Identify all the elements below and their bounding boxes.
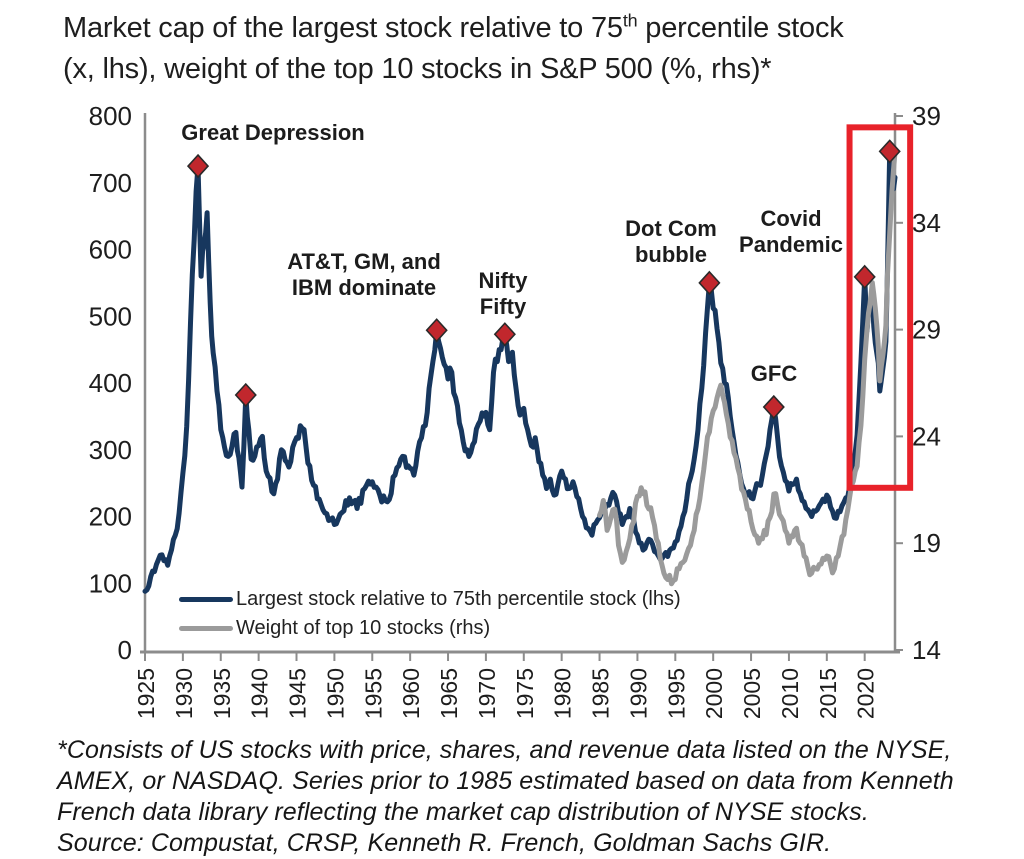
x-tick-label: 1980 (550, 668, 576, 719)
left-tick-label: 100 (89, 568, 132, 598)
x-tick-label: 1970 (474, 668, 500, 719)
annotation-gfc: GFC (750, 361, 798, 386)
page-title-line2: (x, lhs), weight of the top 10 stocks in… (63, 53, 772, 85)
legend-label-rhs: Weight of top 10 stocks (rhs) (236, 617, 491, 639)
left-tick-label: 200 (89, 502, 132, 532)
left-tick-label: 0 (118, 635, 132, 665)
highlight-box (846, 124, 914, 491)
legend-item-lhs: Largest stock relative to 75th percentil… (179, 585, 681, 614)
x-tick-label: 1985 (588, 668, 614, 719)
x-tick-label: 1930 (171, 668, 197, 719)
annotation-covid-pandemic: Covid Pandemic (739, 206, 843, 257)
left-tick-label: 400 (89, 368, 132, 398)
x-tick-label: 2015 (815, 668, 841, 719)
peak-marker-diamond (493, 322, 516, 347)
legend-line-swatch-gray (179, 626, 233, 631)
left-tick-label: 800 (89, 101, 132, 131)
x-tick-label: 1990 (625, 668, 651, 719)
peak-marker-diamond (853, 264, 876, 290)
legend-label-lhs: Largest stock relative to 75th percentil… (236, 588, 681, 610)
left-tick-label: 500 (89, 301, 132, 331)
annotation-att-gm-ibm: AT&T, GM, and IBM dominate (287, 249, 441, 300)
x-tick-label: 1965 (436, 668, 462, 719)
right-tick-label: 39 (912, 101, 941, 131)
peak-marker-diamond (425, 318, 448, 343)
x-tick-label: 1955 (360, 668, 386, 719)
x-tick-label: 1925 (133, 668, 159, 719)
right-tick-label: 34 (912, 208, 941, 238)
right-tick-label: 29 (912, 315, 941, 345)
left-tick-label: 300 (89, 435, 132, 465)
x-tick-label: 1950 (322, 668, 348, 719)
page-title: Market cap of the largest stock relative… (63, 8, 844, 90)
footnote: *Consists of US stocks with price, share… (57, 735, 954, 859)
x-tick-label: 2020 (853, 668, 879, 719)
x-tick-label: 2000 (701, 668, 727, 719)
peak-marker-diamond (878, 139, 901, 164)
left-tick-label: 600 (89, 235, 132, 265)
x-tick-label: 1960 (398, 668, 424, 719)
x-tick-label: 1945 (285, 668, 311, 719)
x-tick-label: 2010 (777, 668, 803, 719)
x-tick-label: 1935 (209, 668, 235, 719)
series-line-top10-weight-rhs (597, 149, 898, 587)
x-tick-label: 1995 (663, 668, 689, 719)
legend-line-swatch-navy (179, 597, 233, 602)
x-tick-label: 2005 (739, 668, 765, 719)
left-tick-label: 700 (89, 168, 132, 198)
page-title-line1: Market cap of the largest stock relative… (63, 10, 844, 44)
x-tick-label: 1940 (247, 668, 273, 719)
annotation-nifty-fifty: Nifty Fifty (478, 268, 528, 319)
chart-legend: Largest stock relative to 75th percentil… (179, 585, 681, 643)
right-tick-label: 24 (912, 421, 941, 451)
legend-item-rhs: Weight of top 10 stocks (rhs) (179, 614, 681, 643)
peak-marker-diamond (234, 382, 257, 408)
right-tick-label: 19 (912, 528, 941, 558)
footnote-line: AMEX, or NASDAQ. Series prior to 1985 es… (57, 767, 954, 795)
peak-marker-diamond (698, 270, 721, 296)
right-tick-label: 14 (912, 635, 941, 665)
peak-marker-diamond (186, 153, 210, 179)
footnote-line: *Consists of US stocks with price, share… (57, 736, 952, 764)
peak-marker-diamond (762, 394, 785, 420)
footnote-line: Source: Compustat, CRSP, Kenneth R. Fren… (57, 829, 832, 857)
footnote-line: French data library reflecting the marke… (57, 798, 869, 826)
x-tick-label: 1975 (512, 668, 538, 719)
annotation-great-depression: Great Depression (181, 120, 365, 145)
annotation-dot-com-bubble: Dot Com bubble (625, 216, 717, 267)
superscript-th: th (622, 10, 638, 31)
